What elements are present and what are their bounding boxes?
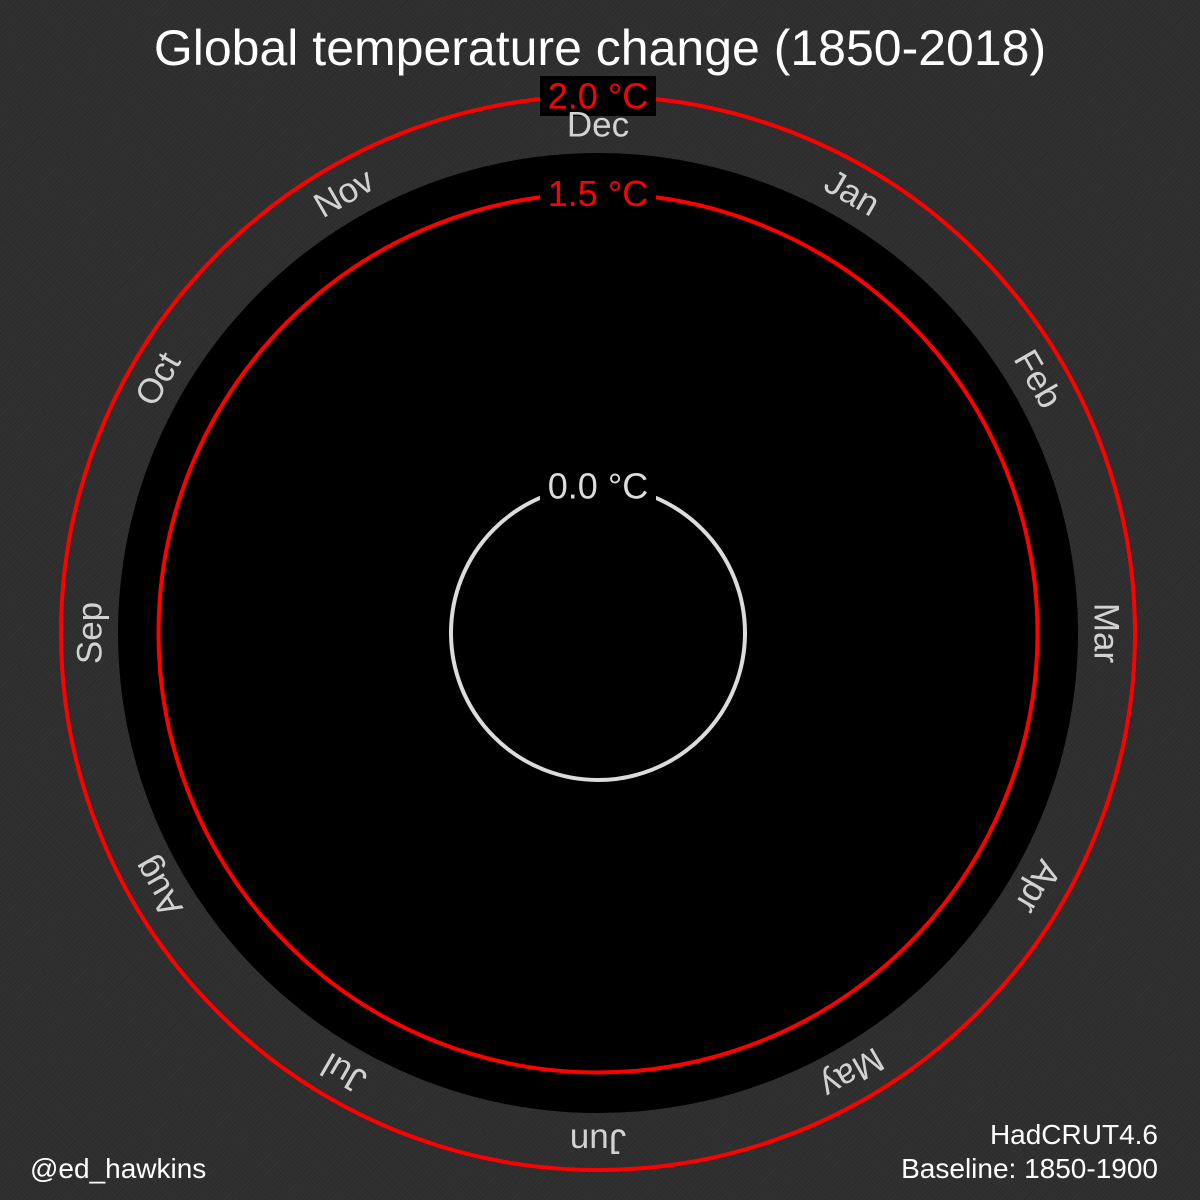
ring-label: 1.5 °C (548, 173, 648, 214)
dataset-label: HadCRUT4.6 (990, 1119, 1158, 1150)
month-label-mar: Mar (1087, 603, 1126, 664)
ring-label-backdrop (540, 173, 656, 214)
ring-label: 0.0 °C (548, 466, 648, 507)
author-credit: @ed_hawkins (30, 1153, 206, 1184)
ring-label-backdrop (540, 76, 656, 116)
baseline-label: Baseline: 1850-1900 (901, 1153, 1158, 1184)
ring-label-backdrop (540, 466, 656, 506)
chart-title: Global temperature change (1850-2018) (154, 20, 1046, 76)
month-label-sep: Sep (71, 602, 110, 664)
reference-rings: 0.0 °C 1.5 °C 2.0 °C (59, 76, 1137, 1172)
ring-label: 2.0 °C (548, 76, 648, 117)
polar-plot-area (118, 153, 1078, 1113)
month-label-dec: Dec (567, 106, 629, 145)
month-label-jun: Jun (570, 1122, 626, 1161)
